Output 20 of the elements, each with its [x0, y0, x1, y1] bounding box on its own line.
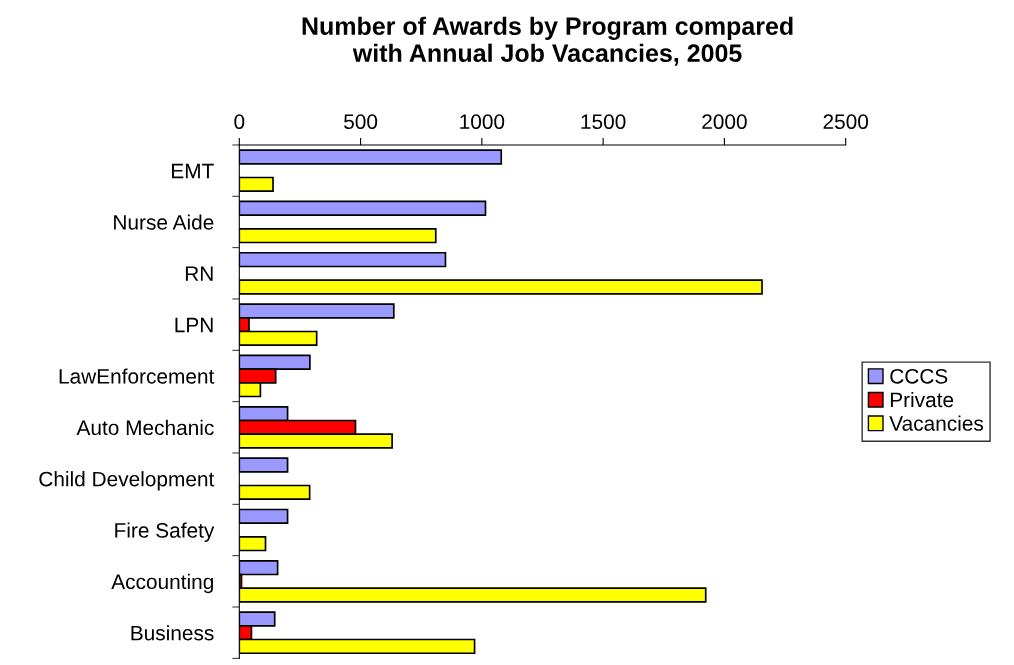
x-tick-label: 1000 — [460, 114, 505, 130]
y-tick-label: Nurse Aide — [114, 214, 214, 230]
x-tick-label: 500 — [344, 114, 378, 130]
y-tick-label: Fire Safety — [115, 522, 215, 542]
y-tick-label: Business — [131, 625, 214, 641]
y-tick-label: Child Development — [39, 471, 215, 491]
legend-label: Vacancies — [889, 415, 984, 431]
y-tick-label: EMT — [172, 163, 214, 179]
x-tick-label: 1500 — [581, 114, 626, 130]
x-tick-label: 2000 — [702, 114, 747, 130]
x-tick-label: 2500 — [823, 114, 869, 130]
y-tick-label: LawEnforcement — [59, 368, 215, 384]
chart-title: Number of Awards by Program compared with Annual Job Vacancies, 2005 — [302, 16, 793, 66]
legend-label: CCCS — [890, 368, 948, 384]
y-tick-label: Auto Mechanic — [76, 419, 214, 436]
y-tick-label: LPN — [175, 317, 213, 333]
x-tick-label: 0 — [234, 114, 245, 130]
legend-label: Private — [890, 391, 954, 408]
y-tick-label: Accounting — [111, 573, 213, 594]
y-tick-label: RN — [185, 266, 213, 281]
